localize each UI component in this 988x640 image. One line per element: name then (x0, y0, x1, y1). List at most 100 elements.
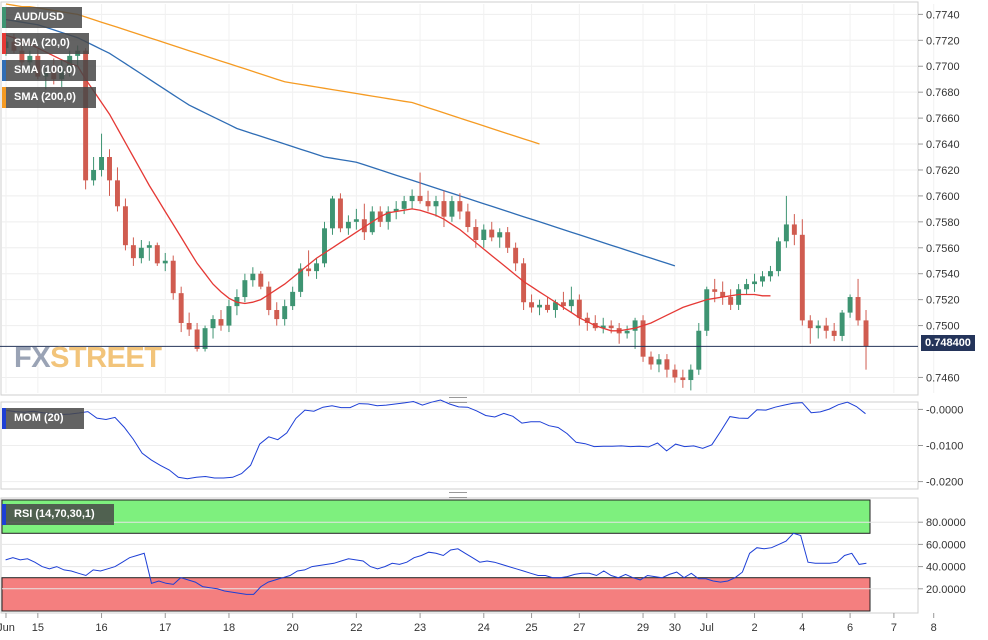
time-tick-label: 15 (32, 622, 44, 634)
candle-body (497, 232, 503, 238)
bullish-candle (847, 294, 853, 318)
candle-body (345, 221, 351, 229)
price-panel: 0.7740 0.7720 0.7700 0.7680 0.7660 0.7640 0.76… (0, 1, 960, 396)
candle-body (807, 320, 813, 329)
candle-body (481, 229, 487, 240)
legend-rsi[interactable]: RSI (14,70,30,1) (2, 504, 114, 525)
momentum-tick-label: -0.0200 (926, 477, 963, 489)
current-price-tag: 0.748400 (921, 335, 975, 351)
time-tick-label: 7 (891, 622, 897, 634)
bullish-candle (314, 258, 320, 279)
bearish-candle (218, 310, 224, 331)
price-tick-label: 0.7540 (926, 269, 960, 281)
candle-body (855, 297, 861, 321)
legend-sma-100[interactable]: SMA (100,0) (2, 60, 96, 81)
legend-sma-100-swatch (2, 60, 6, 81)
time-tick-label: 18 (223, 622, 235, 634)
candle-body (27, 55, 33, 63)
bullish-candle (290, 286, 296, 311)
candle-body (545, 304, 550, 311)
fxstreet-logo: FXSTREET (14, 342, 162, 375)
candle-body (282, 306, 288, 320)
candle-body (521, 263, 527, 303)
bearish-candle (130, 237, 136, 266)
legend-sma-200-label: SMA (200,0) (14, 91, 76, 103)
momentum-tick-label: -0.0100 (926, 441, 963, 453)
time-tick-label: 17 (159, 622, 171, 634)
bearish-candle (576, 294, 582, 326)
legend-sma-200[interactable]: SMA (200,0) (2, 87, 96, 108)
candle-body (465, 211, 471, 228)
bullish-candle (568, 286, 574, 313)
price-tick-label: 0.7520 (926, 295, 960, 307)
price-tick-label: 0.7720 (926, 35, 960, 47)
bearish-candle (513, 242, 519, 272)
candle-body (449, 201, 455, 217)
bearish-candle (114, 167, 120, 212)
momentum-tick-label: -0.0000 (926, 404, 963, 416)
time-tick-label: 8 (931, 622, 937, 634)
bearish-candle (425, 190, 431, 212)
bullish-candle (282, 299, 288, 326)
candle-body (680, 377, 686, 381)
bullish-candle (624, 325, 630, 339)
bullish-candle (250, 267, 256, 287)
candle-body (322, 228, 327, 264)
bullish-candle (401, 195, 407, 215)
bullish-candle (449, 195, 455, 222)
price-tick-label: 0.7500 (926, 321, 960, 333)
candle-body (385, 211, 391, 222)
price-tick-label: 0.7640 (926, 139, 960, 151)
time-tick-label: Jul (700, 622, 714, 634)
bearish-candle (545, 297, 550, 313)
bullish-candle (433, 195, 439, 217)
legend-momentum[interactable]: MOM (20) (2, 408, 84, 429)
candle-body (648, 356, 654, 365)
legend-symbol[interactable]: AUD/USD (2, 7, 82, 28)
candle-body (815, 325, 821, 329)
momentum-panel: -0.0000 -0.0100 -0.0200 (0, 399, 963, 490)
rsi-tick-label: 60.0000 (926, 539, 966, 551)
time-tick-label: 22 (350, 622, 362, 634)
panel-split-handle-icon[interactable] (449, 397, 467, 403)
bearish-candle (178, 286, 184, 333)
candle-body (489, 229, 495, 238)
candles-layer (3, 33, 869, 391)
candle-body (568, 299, 574, 307)
bearish-candle (672, 364, 678, 383)
bearish-candle (457, 193, 463, 220)
candle-body (537, 304, 542, 308)
bearish-candle (823, 317, 829, 339)
bearish-candle (863, 310, 869, 370)
candle-body (122, 206, 128, 246)
bullish-candle (775, 237, 781, 277)
candle-body (473, 227, 479, 240)
bullish-candle (226, 299, 232, 333)
bullish-candle (760, 271, 765, 287)
bullish-candle (497, 228, 503, 248)
candle-body (744, 284, 750, 290)
candle-body (298, 268, 304, 292)
rsi-panel: 80.0000 60.0000 40.0000 20.0000 (0, 497, 966, 614)
bullish-candle (162, 252, 168, 272)
candle-body (457, 201, 463, 212)
logo-street: STREET (50, 342, 162, 374)
candle-body (393, 208, 399, 212)
candle-body (640, 320, 646, 357)
bullish-candle (752, 273, 758, 292)
legend-sma-20[interactable]: SMA (20,0) (2, 33, 89, 54)
candle-body (560, 302, 566, 307)
time-tick-label: 30 (669, 622, 681, 634)
candle-body (130, 245, 136, 259)
candle-body (330, 198, 335, 229)
candle-body (505, 232, 511, 248)
bearish-candle (521, 258, 527, 311)
bearish-candle (855, 278, 861, 326)
candle-body (242, 280, 248, 298)
candle-body (91, 169, 97, 181)
momentum-line (6, 399, 866, 480)
candle-body (624, 330, 630, 334)
candle-body (752, 281, 758, 285)
candle-body (760, 276, 765, 282)
panel-split-handle-icon[interactable] (449, 492, 467, 498)
